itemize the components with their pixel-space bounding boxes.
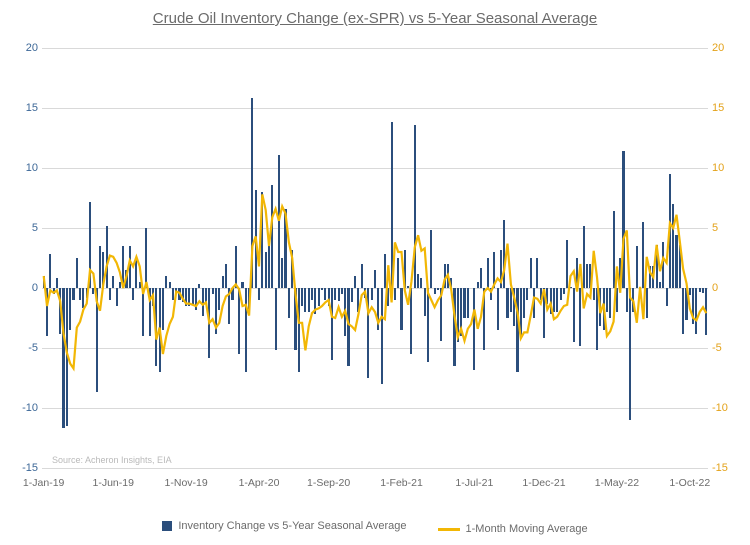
legend-line-swatch bbox=[438, 528, 460, 531]
y-left-tick: 0 bbox=[0, 282, 38, 294]
x-tick: 1-Jul-21 bbox=[455, 477, 493, 489]
legend-bar-label: Inventory Change vs 5-Year Seasonal Aver… bbox=[178, 520, 406, 532]
moving-average-line bbox=[42, 48, 708, 468]
legend-bar-swatch bbox=[162, 521, 172, 531]
y-right-tick: 0 bbox=[712, 282, 746, 294]
x-tick: 1-May-22 bbox=[595, 477, 639, 489]
legend-item-bars: Inventory Change vs 5-Year Seasonal Aver… bbox=[162, 520, 406, 532]
x-tick: 1-Oct-22 bbox=[669, 477, 710, 489]
legend-item-line: 1-Month Moving Average bbox=[438, 523, 588, 535]
y-right-tick: 15 bbox=[712, 102, 746, 114]
x-tick: 1-Jun-19 bbox=[93, 477, 134, 489]
y-right-tick: 10 bbox=[712, 162, 746, 174]
y-left-tick: 5 bbox=[0, 222, 38, 234]
chart-title: Crude Oil Inventory Change (ex-SPR) vs 5… bbox=[0, 10, 750, 27]
y-left-tick: -10 bbox=[0, 402, 38, 414]
x-tick: 1-Nov-19 bbox=[165, 477, 208, 489]
plot-area: -15-15-10-10-5-50055101015152020 bbox=[42, 48, 708, 468]
y-right-tick: -15 bbox=[712, 462, 746, 474]
x-tick: 1-Jan-19 bbox=[23, 477, 64, 489]
y-right-tick: -10 bbox=[712, 402, 746, 414]
grid-line bbox=[42, 468, 708, 469]
y-left-tick: 20 bbox=[0, 42, 38, 54]
source-text: Source: Acheron Insights, EIA bbox=[52, 455, 172, 465]
y-left-tick: -15 bbox=[0, 462, 38, 474]
y-left-tick: 15 bbox=[0, 102, 38, 114]
x-tick: 1-Feb-21 bbox=[380, 477, 423, 489]
x-tick: 1-Dec-21 bbox=[522, 477, 565, 489]
y-right-tick: 20 bbox=[712, 42, 746, 54]
y-right-tick: 5 bbox=[712, 222, 746, 234]
y-left-tick: -5 bbox=[0, 342, 38, 354]
chart-container: Crude Oil Inventory Change (ex-SPR) vs 5… bbox=[0, 0, 750, 545]
legend-line-label: 1-Month Moving Average bbox=[466, 523, 588, 535]
legend: Inventory Change vs 5-Year Seasonal Aver… bbox=[0, 520, 750, 536]
x-tick: 1-Sep-20 bbox=[307, 477, 350, 489]
y-left-tick: 10 bbox=[0, 162, 38, 174]
y-right-tick: -5 bbox=[712, 342, 746, 354]
x-tick: 1-Apr-20 bbox=[239, 477, 280, 489]
